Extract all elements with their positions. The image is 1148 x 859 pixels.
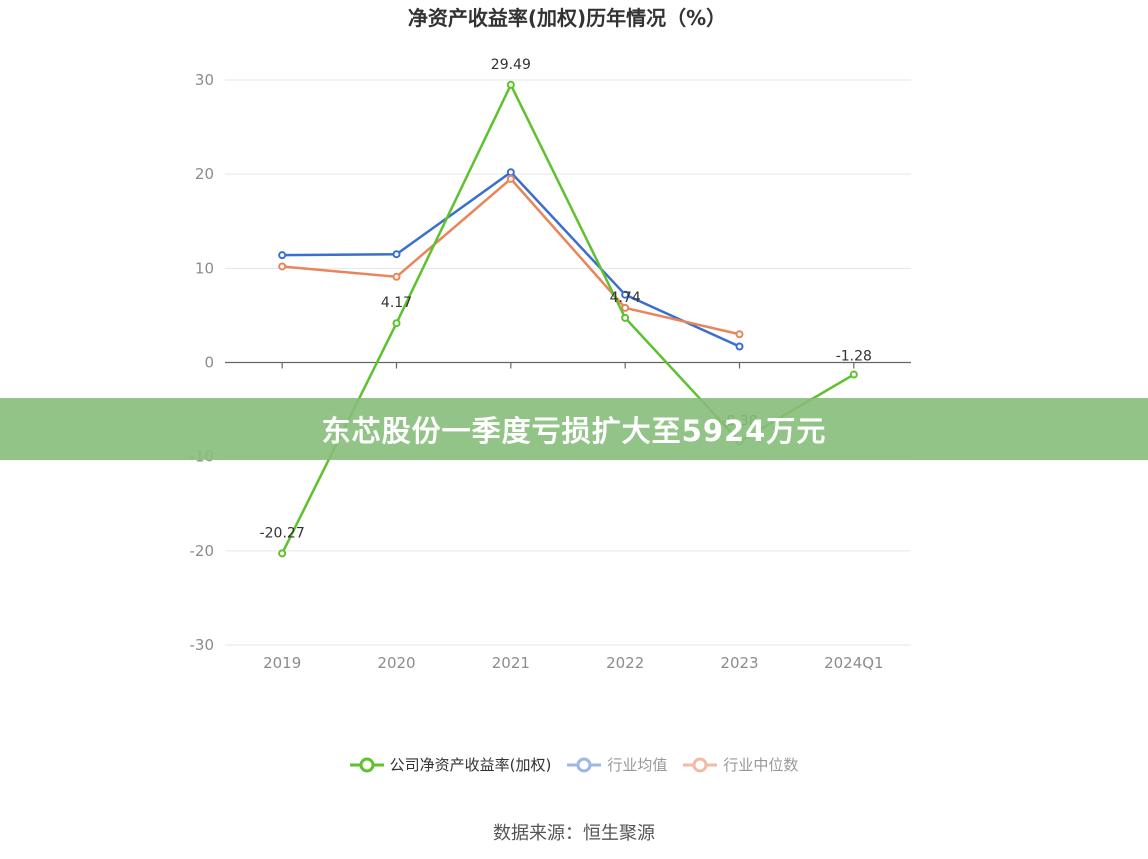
data-point	[278, 251, 287, 260]
data-point	[621, 313, 630, 322]
data-label: 4.17	[381, 295, 412, 311]
data-point	[278, 262, 287, 271]
data-point	[278, 549, 287, 558]
data-point	[621, 303, 630, 312]
y-tick-label: 10	[195, 259, 214, 277]
series-group	[278, 80, 858, 558]
x-tick-label: 2021	[492, 654, 530, 672]
legend: 公司净资产收益率(加权) 行业均值 行业中位数	[0, 754, 1148, 775]
data-point	[506, 174, 515, 183]
headline-text: 东芯股份一季度亏损扩大至5924万元	[321, 414, 827, 448]
x-tick-label: 2019	[263, 654, 301, 672]
chart-title: 净资产收益率(加权)历年情况（%）	[408, 6, 726, 30]
legend-item-industry-mean[interactable]: 行业均值	[567, 754, 667, 775]
legend-item-company[interactable]: 公司净资产收益率(加权)	[349, 754, 552, 775]
data-point	[621, 290, 630, 299]
data-label: -20.27	[260, 525, 305, 541]
x-tick-label: 2023	[720, 654, 758, 672]
data-point	[392, 319, 401, 328]
data-point	[392, 272, 401, 281]
y-tick-label: -20	[190, 542, 215, 560]
data-point	[506, 80, 515, 89]
data-label: 29.49	[491, 57, 531, 73]
legend-item-industry-median[interactable]: 行业中位数	[683, 754, 798, 775]
y-tick-label: 0	[204, 354, 214, 372]
data-point	[849, 370, 858, 379]
legend-label-company: 公司净资产收益率(加权)	[389, 756, 552, 774]
data-label: 4.74	[610, 290, 641, 306]
legend-swatch-industry-median	[683, 757, 718, 772]
legend-label-industry-mean: 行业均值	[607, 756, 668, 774]
series-line	[282, 171, 741, 348]
data-point	[735, 342, 744, 351]
legend-swatch-industry-mean	[567, 757, 602, 772]
data-label: -1.28	[836, 349, 872, 365]
x-axis: 2019 2020 2021 2022 2023 2024Q1	[225, 361, 911, 672]
legend-label-industry-median: 行业中位数	[723, 756, 799, 774]
series-line	[281, 83, 855, 554]
y-tick-label: 20	[195, 165, 214, 183]
x-tick-label: 2022	[606, 654, 644, 672]
headline-banner: 东芯股份一季度亏损扩大至5924万元	[0, 398, 1148, 460]
series-line	[282, 177, 740, 336]
y-tick-label: 30	[195, 71, 214, 89]
data-point	[506, 168, 515, 177]
x-tick-label: 2020	[377, 654, 415, 672]
data-point	[392, 250, 401, 259]
legend-swatch-company	[349, 757, 384, 772]
data-source: 数据来源：恒生聚源	[493, 823, 655, 844]
y-tick-label: -30	[190, 636, 215, 654]
data-point	[735, 330, 744, 339]
x-tick-label: 2024Q1	[824, 654, 884, 672]
